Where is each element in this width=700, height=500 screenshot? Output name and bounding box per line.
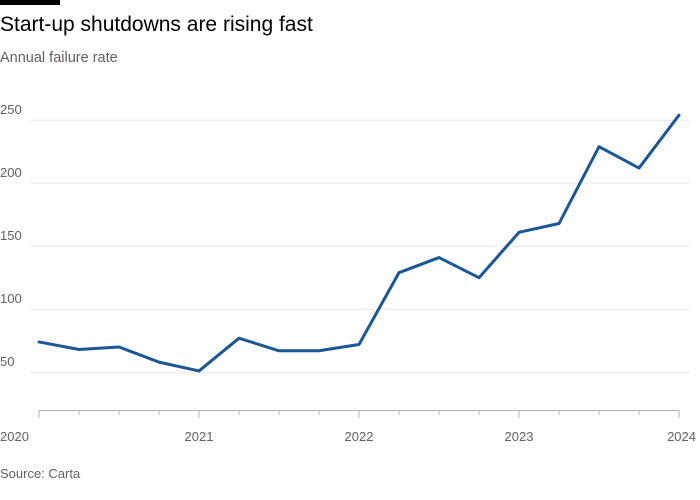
x-tick-label-2021: 2021 bbox=[185, 429, 214, 444]
gridlines bbox=[30, 119, 690, 373]
y-tick-label-50: 50 bbox=[0, 354, 14, 369]
series-layer bbox=[37, 113, 681, 373]
tick-labels: 50 100 150 200 250 2020 2021 2022 2023 2024 bbox=[0, 102, 696, 444]
x-tick-label-2022: 2022 bbox=[345, 429, 374, 444]
x-tick-label-2024: 2024 bbox=[667, 429, 696, 444]
y-tick-label-250: 250 bbox=[0, 102, 22, 117]
x-tick-label-2020: 2020 bbox=[0, 429, 29, 444]
chart-subtitle: Annual failure rate bbox=[0, 50, 118, 66]
x-axis bbox=[38, 410, 680, 418]
series-line-0 bbox=[37, 113, 681, 373]
y-tick-label-200: 200 bbox=[0, 165, 22, 180]
x-tick-label-2023: 2023 bbox=[505, 429, 534, 444]
chart-title: Start-up shutdowns are rising fast bbox=[0, 13, 313, 36]
source-note: Source: Carta bbox=[0, 466, 81, 481]
y-tick-label-150: 150 bbox=[0, 228, 22, 243]
header-accent-bar bbox=[0, 0, 60, 5]
y-tick-label-100: 100 bbox=[0, 291, 22, 306]
